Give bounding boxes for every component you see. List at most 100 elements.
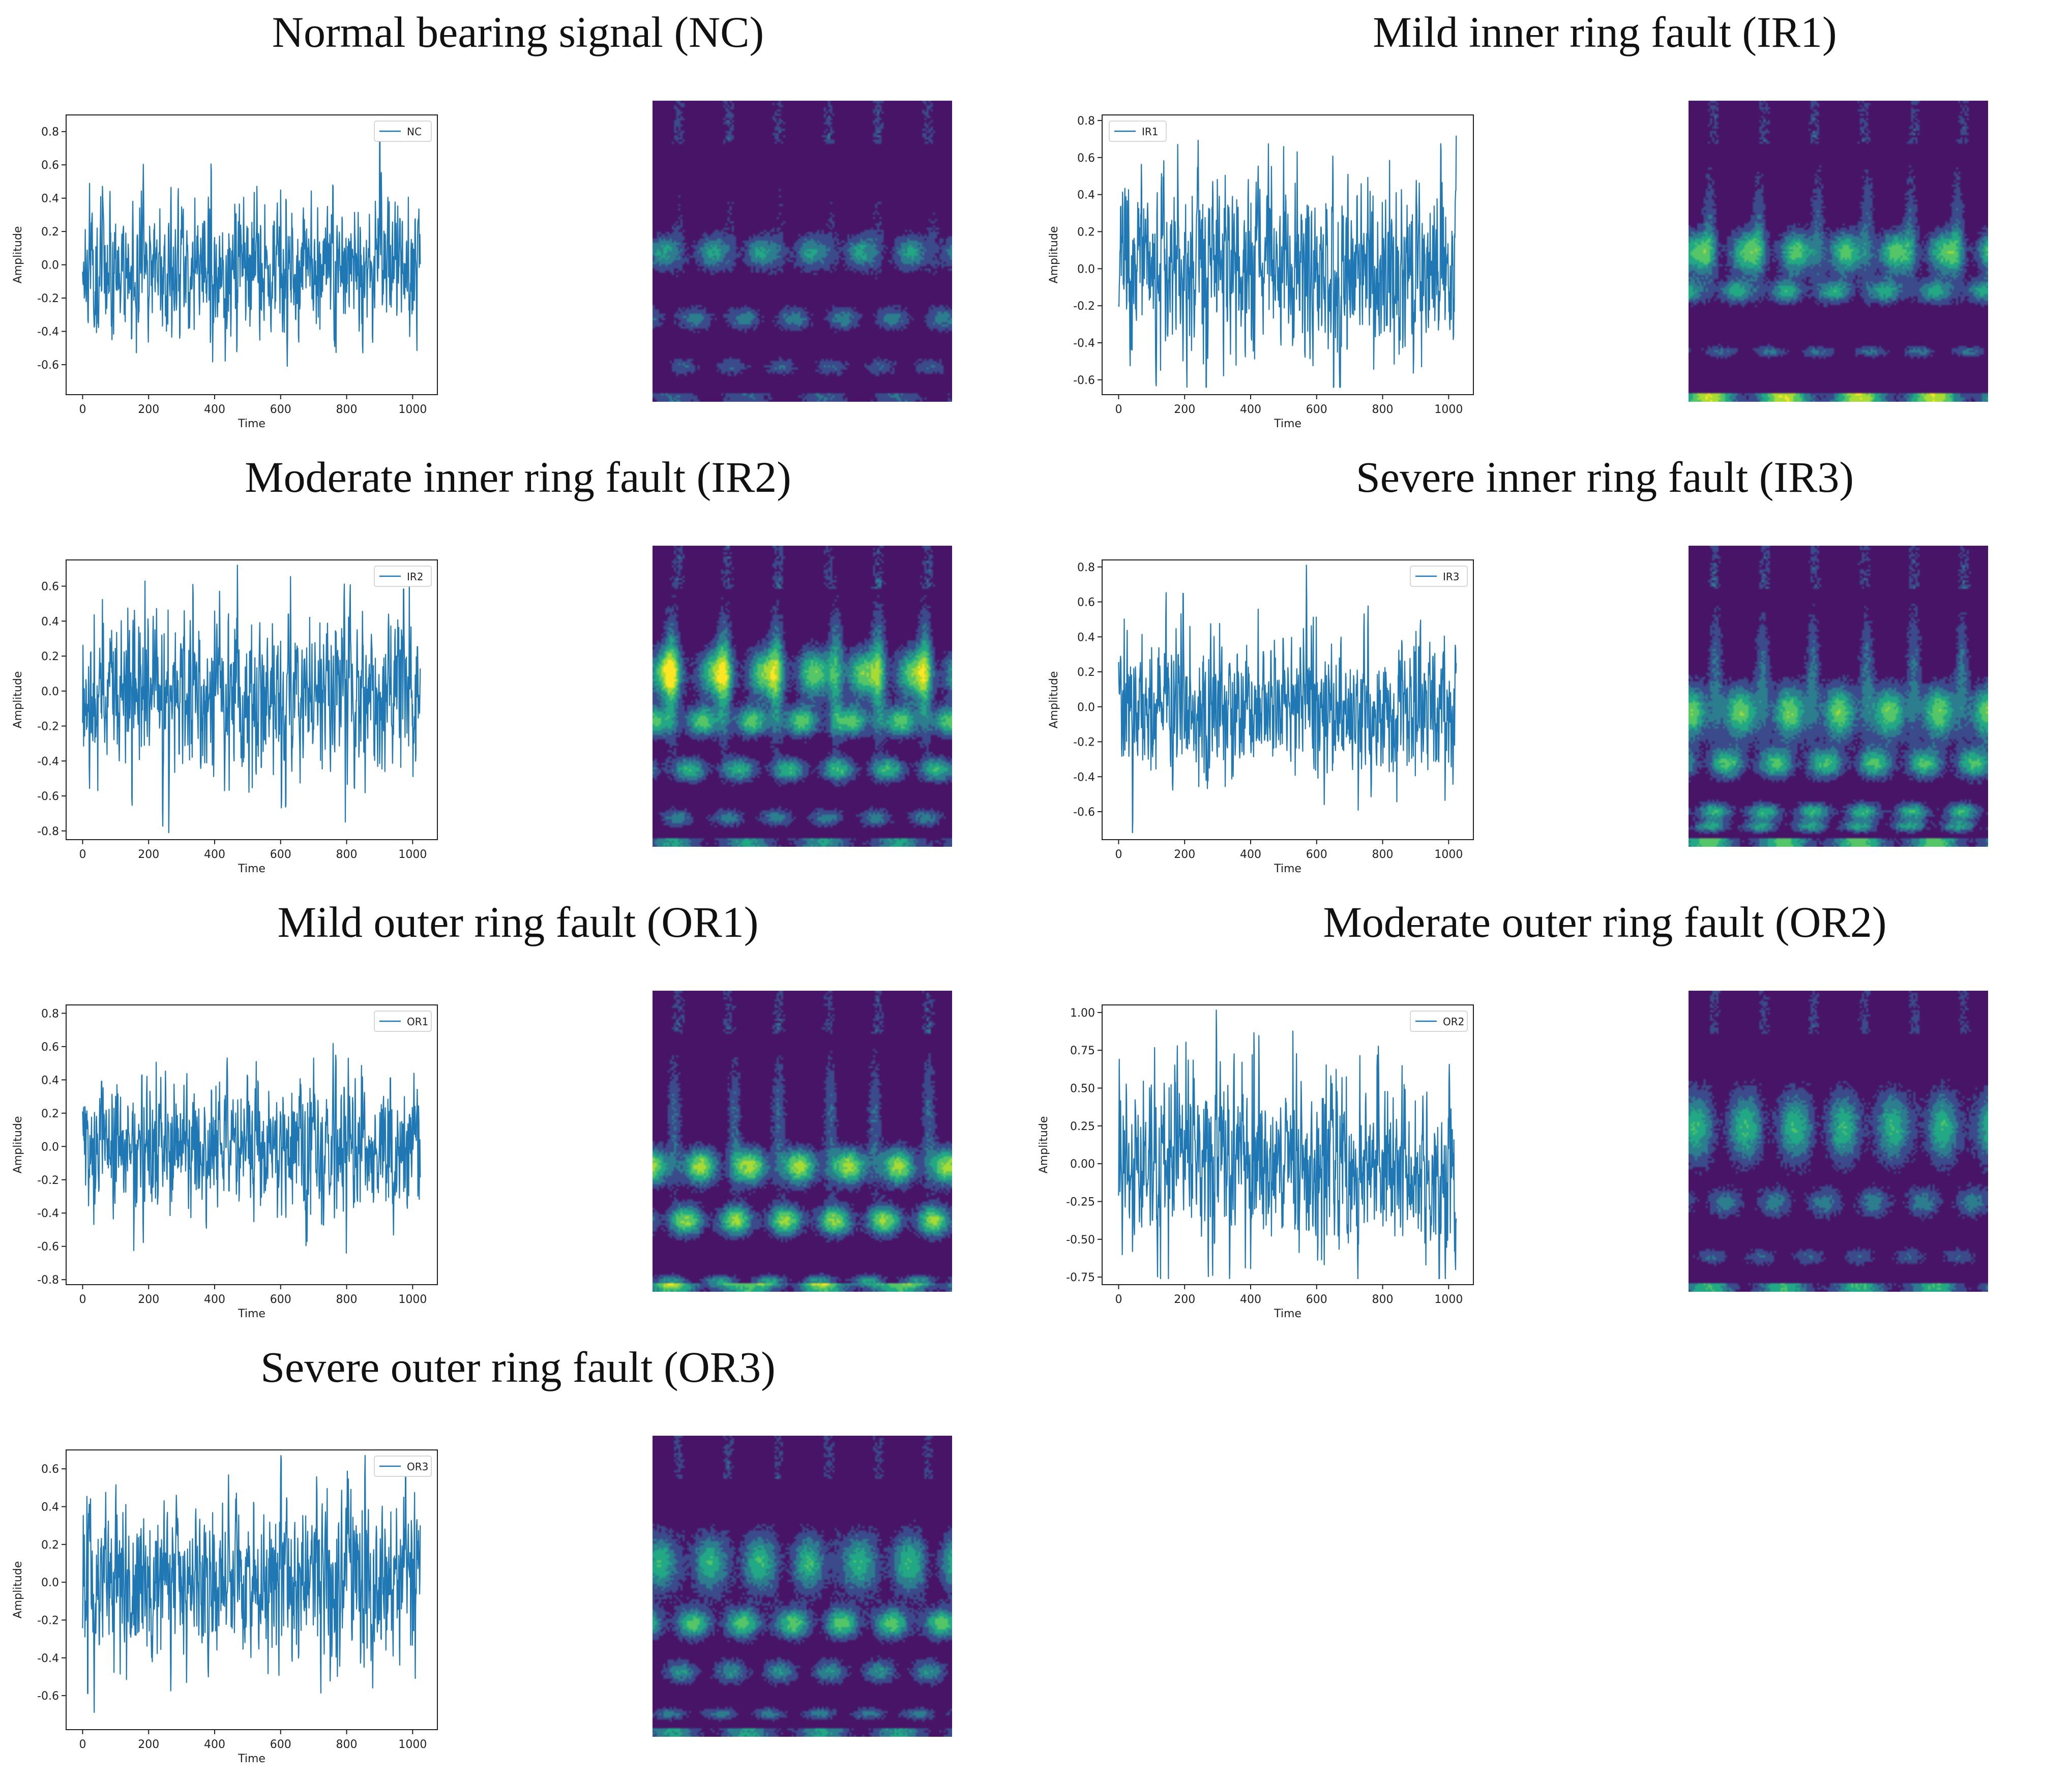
- y-tick-label: -0.6: [37, 1690, 59, 1703]
- y-tick-label: -0.2: [37, 1174, 59, 1187]
- y-axis-label: Amplitude: [12, 1561, 24, 1619]
- legend-label: IR2: [407, 571, 424, 583]
- y-tick-label: -0.2: [1073, 300, 1095, 313]
- signal-plot: 0 200 400 600 800 1000 -0.6 -0.4 -0.2 0.0 0.2 0.4 0.…: [1048, 559, 1474, 875]
- x-tick-label: 0: [79, 1738, 86, 1751]
- chart-panel: Normal bearing signal (NC) 0 200 400 600 800 1…: [0, 0, 1036, 445]
- x-tick-label: 600: [1306, 403, 1327, 416]
- legend: OR2: [1410, 1011, 1468, 1032]
- legend: OR1: [374, 1011, 432, 1032]
- chart-title: Normal bearing signal (NC): [272, 8, 764, 56]
- y-tick-label: 0.2: [1077, 226, 1095, 239]
- y-tick-label: -0.6: [37, 790, 59, 803]
- chart-title: Severe inner ring fault (IR3): [1355, 453, 1854, 501]
- legend-label: NC: [407, 126, 422, 138]
- signal-plot: 0 200 400 600 800 1000 -0.6 -0.4 -0.2 0.0 0.2 0.4 0.…: [1048, 114, 1474, 430]
- y-axis-label: Amplitude: [1048, 226, 1060, 284]
- scalogram-heatmap: [1689, 101, 1988, 402]
- y-tick-label: 0.0: [41, 259, 59, 272]
- x-tick-label: 1000: [398, 1293, 427, 1306]
- chart-panel: Mild inner ring fault (IR1) 0 200 400 600 800…: [1036, 0, 2072, 445]
- x-tick-label: 400: [204, 1738, 225, 1751]
- y-tick-label: 0.4: [41, 615, 59, 628]
- y-tick-label: 0.75: [1070, 1045, 1095, 1057]
- x-tick-label: 0: [79, 848, 86, 861]
- x-tick-label: 400: [1240, 1293, 1261, 1306]
- legend-label: IR1: [1142, 126, 1159, 138]
- signal-plot: 0 200 400 600 800 1000 -0.8 -0.6 -0.4 -0.2 0.0 0.2 0…: [12, 559, 438, 875]
- y-tick-label: 0.50: [1070, 1083, 1095, 1095]
- x-tick-label: 600: [270, 1738, 291, 1751]
- signal-line: [1118, 565, 1457, 834]
- y-tick-label: 0.4: [1077, 189, 1095, 202]
- x-axis-label: Time: [1274, 1308, 1301, 1320]
- signal-line: [82, 1455, 421, 1713]
- x-tick-label: 200: [138, 848, 159, 861]
- signal-plot: 0 200 400 600 800 1000 -0.8 -0.6 -0.4 -0.2 0.0 0.2 0…: [12, 1004, 438, 1320]
- y-tick-label: -0.4: [1073, 337, 1095, 350]
- signal-plot: 0 200 400 600 800 1000 -0.6 -0.4 -0.2 0.0 0.2 0.4 0.…: [12, 1449, 438, 1765]
- legend: IR1: [1109, 121, 1167, 142]
- x-tick-label: 800: [1372, 403, 1394, 416]
- x-tick-label: 800: [1372, 1293, 1394, 1306]
- y-tick-label: 0.6: [41, 159, 59, 172]
- y-tick-label: 0.2: [41, 1108, 59, 1120]
- chart-panel: Moderate inner ring fault (IR2) 0 200 400 60…: [0, 445, 1036, 890]
- chart-panel: Moderate outer ring fault (OR2) 0 200 400 60…: [1036, 890, 2072, 1335]
- x-tick-label: 0: [1115, 848, 1122, 861]
- x-tick-label: 600: [1306, 848, 1327, 861]
- legend-label: OR1: [407, 1016, 428, 1028]
- x-tick-label: 1000: [398, 848, 427, 861]
- y-tick-label: 0.4: [1077, 631, 1095, 644]
- x-axis-label: Time: [238, 863, 265, 875]
- y-tick-label: 0.6: [41, 1463, 59, 1476]
- y-tick-label: 0.0: [1077, 701, 1095, 714]
- x-tick-label: 400: [204, 848, 225, 861]
- legend-label: IR3: [1443, 571, 1460, 583]
- y-tick-label: -0.2: [37, 292, 59, 305]
- y-tick-label: 1.00: [1070, 1007, 1095, 1020]
- y-tick-label: -0.25: [1066, 1196, 1095, 1208]
- y-tick-label: 0.6: [1077, 597, 1095, 609]
- x-tick-label: 200: [138, 1738, 159, 1751]
- x-tick-label: 1000: [1434, 1293, 1463, 1306]
- x-tick-label: 0: [79, 1293, 86, 1306]
- y-tick-label: 0.8: [41, 126, 59, 139]
- y-tick-label: 0.2: [41, 226, 59, 239]
- x-tick-label: 400: [1240, 403, 1261, 416]
- y-tick-label: 0.2: [41, 1539, 59, 1552]
- legend: IR3: [1410, 566, 1468, 587]
- scalogram-heatmap: [653, 101, 952, 402]
- scalogram-heatmap: [653, 991, 952, 1292]
- x-tick-label: 200: [1174, 848, 1195, 861]
- y-tick-label: -0.8: [37, 825, 59, 838]
- x-tick-label: 600: [270, 403, 291, 416]
- y-axis-label: Amplitude: [1048, 671, 1060, 729]
- x-tick-label: 600: [270, 848, 291, 861]
- signal-plot: 0 200 400 600 800 1000 -0.6 -0.4 -0.2 0.0 0.2 0.4 0.…: [12, 114, 438, 430]
- y-axis-label: Amplitude: [12, 671, 24, 729]
- y-tick-label: -0.50: [1066, 1234, 1095, 1247]
- x-tick-label: 800: [336, 1738, 358, 1751]
- y-tick-label: 0.4: [41, 193, 59, 205]
- x-tick-label: 400: [204, 403, 225, 416]
- legend: OR3: [374, 1456, 432, 1477]
- signal-plot: 0 200 400 600 800 1000 -0.75 -0.50 -0.25 0.00 0.25…: [1038, 1004, 1474, 1320]
- signal-line: [82, 565, 421, 834]
- y-tick-label: 0.4: [41, 1501, 59, 1514]
- y-axis-label: Amplitude: [12, 1116, 24, 1174]
- x-tick-label: 200: [1174, 403, 1195, 416]
- y-tick-label: 0.6: [41, 581, 59, 594]
- x-tick-label: 400: [204, 1293, 225, 1306]
- y-tick-label: -0.2: [1073, 736, 1095, 749]
- chart-panel: Severe inner ring fault (IR3) 0 200 400 600 8…: [1036, 445, 2072, 890]
- x-tick-label: 800: [336, 1293, 358, 1306]
- x-tick-label: 400: [1240, 848, 1261, 861]
- x-tick-label: 800: [336, 848, 358, 861]
- signal-line: [82, 1043, 421, 1254]
- scalogram-heatmap: [653, 546, 952, 847]
- x-tick-label: 200: [1174, 1293, 1195, 1306]
- legend: NC: [374, 121, 432, 142]
- chart-title: Mild outer ring fault (OR1): [277, 898, 759, 946]
- signal-line: [1118, 135, 1457, 388]
